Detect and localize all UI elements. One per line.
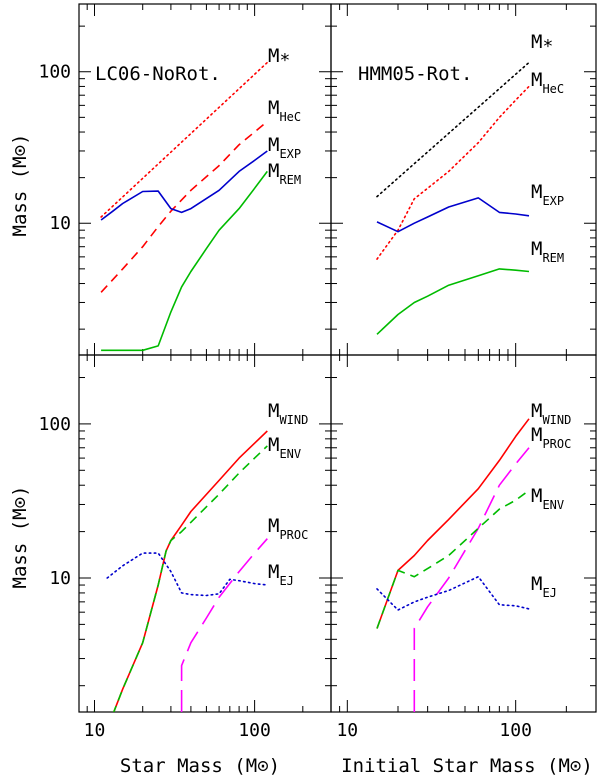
series-line-mstar: [376, 61, 530, 198]
series-line-mexp: [100, 150, 268, 221]
x-tick-label: 10: [84, 720, 106, 741]
series-label-mej: MEJ: [531, 573, 557, 600]
x-tick-label: 100: [238, 720, 271, 741]
series-label-mexp: MEXP: [268, 134, 301, 161]
y-axis-label-bottom: Mass (M⊙): [9, 486, 31, 589]
panel-frame: [330, 354, 597, 713]
y-tick-label: 10: [49, 213, 71, 234]
series-label-menv: MENV: [268, 434, 301, 461]
series-line-mrem: [101, 170, 268, 352]
series-label-menv: MENV: [531, 485, 564, 512]
series-line-mwind: [112, 430, 268, 712]
x-tick-label: 10: [336, 720, 358, 741]
x-tick-label: 100: [499, 720, 532, 741]
series-line-mej: [376, 575, 530, 611]
series-line-mhec: [376, 85, 530, 260]
series-line-mej: [106, 552, 269, 597]
y-tick-label: 10: [49, 568, 71, 589]
series-label-mrem: MREM: [531, 238, 564, 265]
series-line-mrem: [376, 268, 530, 335]
series-label-mrem: MREM: [268, 160, 301, 187]
series-label-mproc: MPROC: [268, 515, 308, 542]
series-label-mwind: MWIND: [531, 400, 571, 427]
series-line-mwind: [376, 418, 530, 629]
x-axis-label-right: Initial Star Mass (M⊙): [341, 755, 593, 777]
series-label-mhec: MHeC: [531, 69, 564, 96]
series-line-mexp: [376, 197, 530, 233]
series-label-mstar: M*: [531, 31, 553, 57]
panel-title-top-left: LC06-NoRot.: [95, 63, 221, 85]
x-axis-label-left: Star Mass (M⊙): [120, 755, 280, 777]
panel-title-top-right: HMM05-Rot.: [358, 63, 472, 85]
series-label-mproc: MPROC: [531, 424, 571, 451]
y-tick-label: 100: [38, 414, 71, 435]
series-label-mwind: MWIND: [268, 400, 308, 427]
series-line-mproc: [413, 447, 530, 712]
series-label-mhec: MHeC: [268, 97, 301, 124]
series-line-menv: [376, 489, 530, 629]
series-line-mhec: [100, 120, 268, 293]
panel-top-right: M* MHeC MEXP MREM: [330, 3, 597, 356]
y-tick-label: 100: [38, 62, 71, 83]
series-label-mej: MEJ: [268, 561, 294, 588]
series-label-mexp: MEXP: [531, 181, 564, 208]
series-label-mstar: M*: [268, 45, 290, 71]
y-axis-label-top: Mass (M⊙): [9, 134, 31, 237]
series-line-mproc: [180, 538, 268, 712]
